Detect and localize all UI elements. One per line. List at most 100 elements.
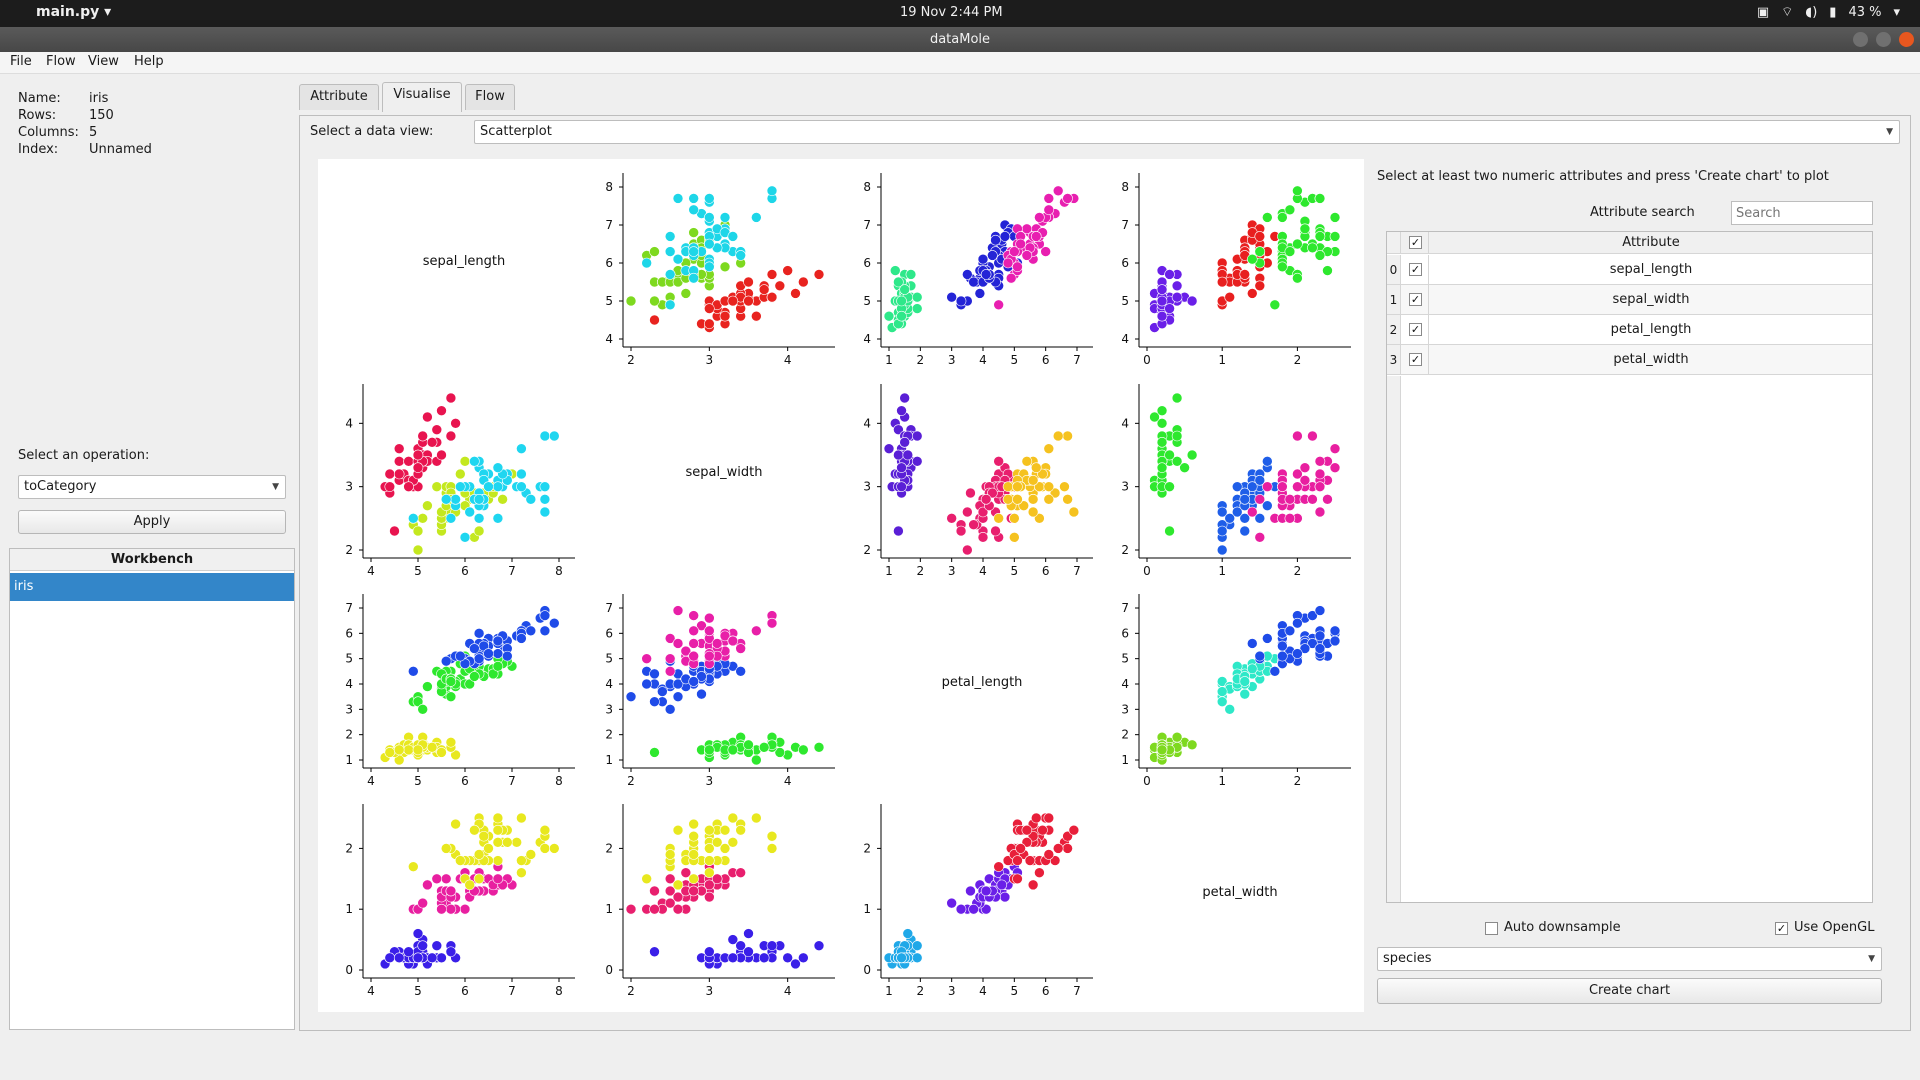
maximize-button[interactable] — [1876, 32, 1891, 47]
data-point-setosa — [883, 310, 895, 322]
data-point-virginica — [408, 861, 419, 872]
data-point-versicolor — [1224, 291, 1236, 303]
table-row[interactable]: 2 ✓ petal_length — [1387, 315, 1872, 345]
clock[interactable]: 19 Nov 2:44 PM — [900, 5, 1003, 20]
data-point-setosa — [902, 928, 914, 939]
menu-view[interactable]: View — [88, 54, 119, 69]
table-row[interactable]: 3 ✓ petal_width — [1387, 345, 1872, 375]
scatter-cell-petal_length-vs-sepal_length: 4 5 6 7 8 1 2 3 4 5 6 7 — [345, 594, 575, 788]
data-point-versicolor — [459, 903, 471, 915]
data-point-virginica — [1284, 204, 1296, 216]
clipboard-icon[interactable]: ▣ — [1756, 4, 1770, 20]
data-point-virginica — [492, 635, 504, 647]
select-all-cell[interactable]: ✓ — [1403, 232, 1429, 253]
create-chart-button[interactable]: Create chart — [1377, 978, 1882, 1004]
row-checkbox-cell[interactable]: ✓ — [1403, 255, 1429, 284]
wifi-icon[interactable]: ⌔ — [1781, 5, 1794, 20]
data-point-virginica — [751, 625, 762, 637]
row-checkbox[interactable]: ✓ — [1409, 263, 1422, 276]
close-button[interactable] — [1899, 32, 1914, 47]
data-point-virginica — [727, 231, 739, 242]
menu-file[interactable]: File — [10, 54, 32, 69]
data-point-setosa — [403, 744, 414, 756]
data-point-versicolor — [735, 666, 746, 677]
y-tick-label: 6 — [1121, 256, 1129, 270]
workbench-item[interactable]: iris — [10, 573, 294, 601]
minimize-button[interactable] — [1853, 32, 1868, 47]
x-tick-label: 3 — [706, 353, 714, 367]
data-point-virginica — [641, 873, 652, 885]
data-point-virginica — [445, 513, 457, 524]
data-point-versicolor — [625, 903, 637, 915]
data-point-virginica — [704, 261, 715, 273]
data-point-virginica — [1012, 855, 1023, 866]
data-point-versicolor — [473, 525, 485, 537]
menu-flow[interactable]: Flow — [46, 54, 76, 69]
data-point-setosa — [727, 744, 739, 756]
y-tick-label: 7 — [863, 218, 871, 232]
row-checkbox-cell[interactable]: ✓ — [1403, 315, 1429, 344]
table-row[interactable]: 0 ✓ sepal_length — [1387, 255, 1872, 285]
data-view-select[interactable]: Scatterplot ▼ — [474, 120, 1900, 144]
battery-icon[interactable]: ▮ — [1829, 4, 1837, 20]
tab-visualise[interactable]: Visualise — [382, 82, 462, 112]
y-tick-label: 1 — [605, 753, 613, 767]
y-tick-label: 3 — [1121, 702, 1129, 716]
data-point-setosa — [719, 310, 731, 322]
data-point-setosa — [1156, 310, 1168, 322]
data-point-virginica — [525, 849, 537, 860]
operation-select[interactable]: toCategory ▼ — [18, 475, 286, 499]
data-point-virginica — [1277, 212, 1288, 223]
select-all-checkbox[interactable]: ✓ — [1409, 236, 1422, 249]
data-view-label: Select a data view: — [310, 124, 434, 139]
attribute-column-header[interactable]: Attribute — [1622, 235, 1680, 250]
volume-icon[interactable]: ◖) — [1805, 4, 1818, 20]
x-tick-label: 7 — [1073, 564, 1081, 578]
data-point-virginica — [1307, 610, 1318, 621]
data-point-versicolor — [1216, 696, 1228, 708]
data-point-virginica — [516, 633, 527, 644]
color-by-select[interactable]: species ▼ — [1377, 947, 1882, 971]
data-point-virginica — [539, 843, 551, 854]
data-point-setosa — [1156, 462, 1168, 473]
chevron-down-icon[interactable]: ▾ — [1893, 4, 1900, 20]
data-point-virginica — [1322, 265, 1333, 276]
table-row[interactable]: 1 ✓ sepal_width — [1387, 285, 1872, 315]
data-point-setosa — [403, 481, 414, 492]
data-point-versicolor — [955, 903, 967, 915]
auto-downsample-checkbox[interactable] — [1485, 922, 1498, 935]
y-tick-label: 2 — [863, 543, 871, 557]
row-checkbox[interactable]: ✓ — [1409, 293, 1422, 306]
data-point-virginica — [1307, 494, 1318, 505]
y-tick-label: 1 — [863, 902, 871, 916]
data-point-virginica — [1018, 500, 1030, 511]
attribute-table-header: ✓ Attribute — [1387, 232, 1872, 254]
data-point-setosa — [1186, 739, 1198, 751]
row-checkbox[interactable]: ✓ — [1409, 323, 1422, 336]
data-point-virginica — [1009, 246, 1020, 257]
x-tick-label: 6 — [461, 564, 469, 578]
active-app-menu[interactable]: main.py ▾ — [36, 4, 111, 20]
attribute-search-input[interactable] — [1731, 201, 1873, 225]
apply-button[interactable]: Apply — [18, 510, 286, 534]
data-point-versicolor — [445, 676, 457, 687]
row-checkbox-cell[interactable]: ✓ — [1403, 345, 1429, 374]
tab-attribute[interactable]: Attribute — [299, 84, 379, 110]
data-point-versicolor — [999, 891, 1011, 903]
y-tick-label: 2 — [605, 841, 613, 855]
data-point-virginica — [1269, 299, 1281, 311]
scatter-matrix-plot[interactable]: sepal_length 2 3 4 4 5 6 7 8 1 2 3 4 5 6 7 4 5 6 7 8 0 1 2 4 5 6 7 8… — [318, 159, 1364, 1012]
tab-flow[interactable]: Flow — [465, 84, 515, 110]
data-point-virginica — [1262, 633, 1273, 644]
row-checkbox[interactable]: ✓ — [1409, 353, 1422, 366]
data-point-setosa — [899, 284, 910, 295]
row-checkbox-cell[interactable]: ✓ — [1403, 285, 1429, 314]
window-title: dataMole — [929, 32, 991, 47]
data-point-virginica — [1284, 494, 1296, 505]
use-opengl-checkbox[interactable]: ✓ — [1775, 922, 1788, 935]
scatter-cell-sepal_length-vs-sepal_length: sepal_length — [423, 254, 506, 269]
x-tick-label: 2 — [627, 774, 635, 788]
menu-help[interactable]: Help — [134, 54, 164, 69]
data-point-virginica — [469, 456, 480, 467]
